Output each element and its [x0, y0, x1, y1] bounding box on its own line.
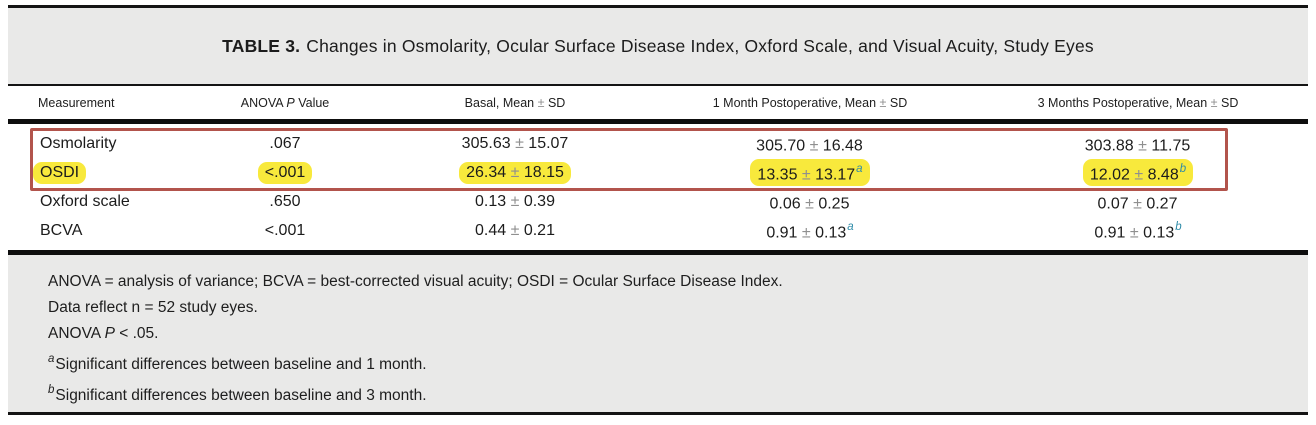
cell-basal: 305.63 ± 15.07 — [461, 134, 569, 152]
cell-1-month: 0.06 ± 0.25 — [769, 195, 850, 213]
column-header-basal: Basal, Mean ± SD — [464, 95, 566, 110]
table-title-text: Changes in Osmolarity, Ocular Surface Di… — [306, 35, 1094, 56]
table-row-bcva: BCVA <.001 0.44 ± 0.21 0.91 ± 0.13a 0.91… — [0, 216, 1316, 245]
cell-3-months: 12.02 ± 8.48b — [960, 158, 1316, 187]
table-header-row: Measurement ANOVA P Value Basal, Mean ± … — [0, 86, 1316, 119]
column-header-3-months: 3 Months Postoperative, Mean ± SD — [1037, 95, 1239, 110]
cell-anova-p-value: <.001 — [264, 221, 306, 239]
cell-3-months: 0.07 ± 0.27 — [1097, 195, 1178, 213]
table-row-oxford-scale: Oxford scale .650 0.13 ± 0.39 0.06 ± 0.2… — [0, 187, 1316, 216]
footnote-abbreviations: ANOVA = analysis of variance; BCVA = bes… — [48, 273, 783, 290]
column-header-1-month: 1 Month Postoperative, Mean ± SD — [712, 95, 908, 110]
cell-anova-p-value: .067 — [269, 134, 301, 152]
footnote-a-marker: a — [48, 353, 55, 365]
yellow-highlight: 12.02 ± 8.48b — [1082, 158, 1194, 187]
cell-1-month: 305.70 ± 16.48 — [756, 137, 863, 155]
footnote-b-marker: b — [48, 384, 55, 397]
column-header-anova-p-value: ANOVA P Value — [240, 95, 330, 110]
footnote-a: aSignificant differences between baselin… — [48, 353, 427, 374]
cell-measurement: Osmolarity — [40, 134, 117, 152]
cell-1-month: 13.35 ± 13.17a — [660, 158, 960, 187]
cell-anova-p-value: <.001 — [200, 161, 370, 184]
table-row-osdi: OSDI <.001 26.34 ± 18.15 13.35 ± 13.17a … — [0, 158, 1316, 187]
significance-superscript: b — [1175, 220, 1182, 233]
cell-3-months: 303.88 ± 11.75 — [1084, 137, 1191, 155]
table-title-number: TABLE 3. — [222, 35, 301, 56]
table-footnotes: ANOVA = analysis of variance; BCVA = bes… — [8, 255, 1308, 412]
bottom-rule — [8, 412, 1308, 415]
table-title: TABLE 3. Changes in Osmolarity, Ocular S… — [8, 8, 1308, 84]
significance-superscript: b — [1179, 162, 1187, 175]
cell-1-month: 0.91 ± 0.13a — [766, 220, 854, 242]
top-rule — [8, 5, 1308, 8]
title-divider-rule — [8, 84, 1308, 86]
cell-basal: 26.34 ± 18.15 — [370, 161, 660, 184]
significance-superscript: a — [847, 220, 854, 233]
cell-measurement: Oxford scale — [40, 192, 130, 210]
cell-basal: 0.13 ± 0.39 — [475, 192, 555, 210]
cell-anova-p-value: .650 — [269, 192, 301, 210]
body-bottom-rule — [8, 250, 1308, 255]
table-row-osmolarity: Osmolarity .067 305.63 ± 15.07 305.70 ± … — [0, 129, 1316, 158]
cell-measurement: OSDI — [0, 161, 200, 184]
header-bottom-rule — [8, 119, 1308, 124]
yellow-highlight: OSDI — [33, 161, 87, 184]
cell-measurement: BCVA — [40, 221, 83, 239]
column-header-measurement: Measurement — [38, 95, 115, 110]
yellow-highlight: <.001 — [257, 161, 313, 184]
yellow-highlight: 26.34 ± 18.15 — [459, 161, 571, 184]
footnote-p-threshold: ANOVA P < .05. — [48, 325, 159, 342]
table-body: Osmolarity .067 305.63 ± 15.07 305.70 ± … — [0, 124, 1316, 255]
significance-superscript: a — [856, 162, 863, 175]
cell-3-months: 0.91 ± 0.13b — [1094, 220, 1182, 242]
yellow-highlight: 13.35 ± 13.17a — [750, 158, 870, 187]
footnote-b: bSignificant differences between baselin… — [48, 384, 427, 405]
footnote-sample-size: Data reflect n = 52 study eyes. — [48, 299, 258, 316]
cell-basal: 0.44 ± 0.21 — [475, 221, 555, 239]
